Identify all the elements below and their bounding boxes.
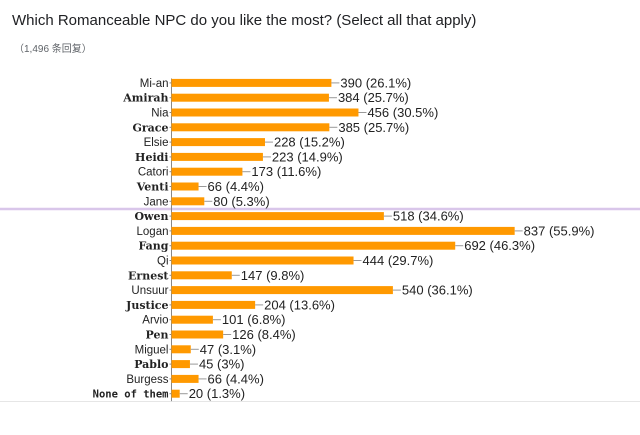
bar: [171, 123, 330, 132]
data-label: 444 (29.7%): [363, 253, 434, 268]
bar: [171, 286, 393, 295]
data-label: 384 (25.7%): [338, 90, 409, 105]
data-label: 518 (34.6%): [393, 209, 464, 224]
data-label: 204 (13.6%): [264, 297, 335, 312]
bar: [171, 167, 243, 176]
chart-title: Which Romanceable NPC do you like the mo…: [12, 12, 477, 29]
category-label: Owen: [134, 210, 168, 223]
bar: [171, 300, 256, 309]
category-label: Catori: [138, 167, 169, 179]
data-label: 837 (55.9%): [524, 223, 595, 238]
data-label: 692 (46.3%): [464, 238, 535, 253]
category-label: Elsie: [144, 137, 169, 149]
bar: [171, 345, 191, 354]
data-label: 47 (3.1%): [200, 342, 256, 357]
data-label: 390 (26.1%): [340, 75, 411, 90]
bar: [171, 108, 359, 117]
category-label: None of them: [93, 389, 169, 401]
bar: [171, 360, 190, 369]
data-label: 223 (14.9%): [272, 149, 343, 164]
data-label: 101 (6.8%): [222, 312, 286, 327]
data-label: 385 (25.7%): [338, 120, 409, 135]
data-label: 66 (4.4%): [208, 179, 264, 194]
bar: [171, 182, 199, 191]
data-label: 228 (15.2%): [274, 135, 345, 150]
data-label: 456 (30.5%): [367, 105, 438, 120]
category-label: Fang: [138, 240, 168, 253]
category-label: Amirah: [122, 92, 168, 105]
bar: [171, 93, 329, 102]
bar: [171, 330, 224, 339]
category-label: Nia: [151, 108, 169, 120]
category-label: Qi: [157, 256, 169, 268]
data-label: 66 (4.4%): [208, 371, 264, 386]
bar: [171, 315, 213, 324]
bar: [171, 271, 232, 280]
data-label: 147 (9.8%): [241, 268, 305, 283]
bar: [171, 374, 199, 383]
category-label: Mi-an: [140, 78, 169, 90]
bar: [171, 197, 205, 206]
category-label: Miguel: [135, 344, 169, 356]
category-label: Pablo: [134, 358, 168, 371]
category-label: Venti: [136, 181, 169, 194]
data-label: 126 (8.4%): [232, 327, 296, 342]
bar: [171, 78, 332, 87]
data-label: 540 (36.1%): [402, 283, 473, 298]
data-label: 20 (1.3%): [189, 386, 245, 401]
bar: [171, 256, 354, 265]
category-label: Arvio: [142, 315, 168, 327]
bar: [171, 152, 263, 161]
category-label: Jane: [144, 196, 169, 208]
category-label: Justice: [125, 299, 168, 312]
category-label: Ernest: [128, 269, 169, 282]
category-label: Unsuur: [131, 285, 168, 297]
data-label: 80 (5.3%): [213, 194, 269, 209]
bar: [171, 389, 180, 398]
category-label: Heidi: [135, 151, 168, 164]
category-label: Grace: [132, 121, 168, 134]
category-label: Pen: [146, 329, 169, 342]
data-label: 45 (3%): [199, 357, 245, 372]
category-label: Logan: [137, 226, 169, 238]
response-count: （1,496 条回复）: [14, 44, 92, 55]
bar: [171, 241, 456, 250]
data-label: 173 (11.6%): [251, 164, 321, 179]
category-label: Burgess: [126, 374, 168, 386]
bar: [171, 138, 265, 147]
bar: [171, 212, 384, 221]
bar: [171, 226, 515, 235]
